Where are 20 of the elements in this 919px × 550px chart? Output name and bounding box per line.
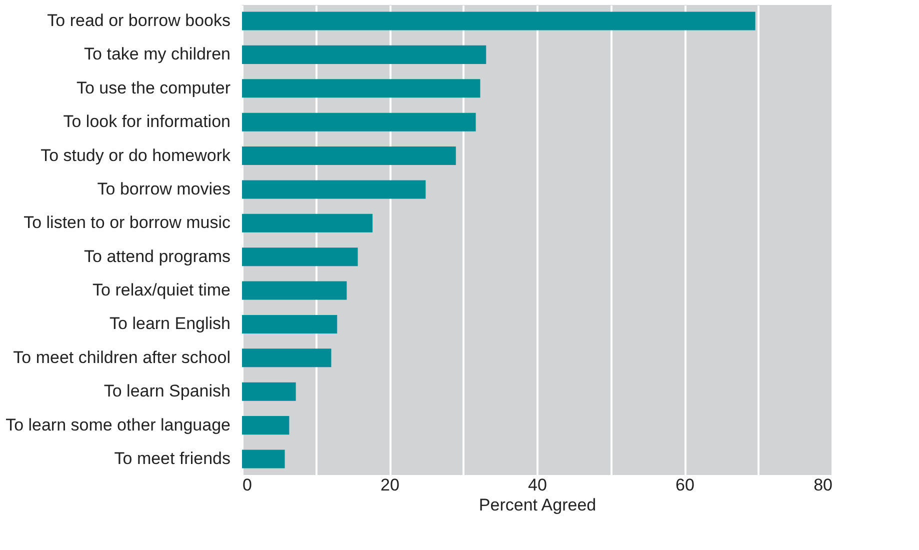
y-tick-label: To learn English xyxy=(110,314,230,334)
y-tick-label: To study or do homework xyxy=(40,146,231,165)
y-tick-label: To read or borrow books xyxy=(47,11,230,30)
y-tick-label: To relax/quiet time xyxy=(92,280,230,300)
y-tick-label: To take my children xyxy=(84,44,230,64)
x-tick-label: 40 xyxy=(528,476,547,494)
y-tick-label: To listen to or borrow music xyxy=(24,213,231,232)
y-tick-label: To attend programs xyxy=(84,246,230,266)
y-tick-label: To look for information xyxy=(63,112,230,132)
y-tick-label: To learn some other language xyxy=(6,415,230,434)
x-tick-label: 0 xyxy=(242,476,252,494)
y-tick-label: To use the computer xyxy=(76,78,231,98)
x-tick-label: 60 xyxy=(676,476,694,494)
y-tick-label: To meet friends xyxy=(114,448,230,468)
y-tick-label: To learn Spanish xyxy=(104,382,230,401)
x-tick-label: 80 xyxy=(814,476,832,494)
y-tick-label: To meet children after school xyxy=(13,348,230,367)
x-axis-title: Percent Agreed xyxy=(478,496,596,514)
y-tick-label: To borrow movies xyxy=(97,179,230,198)
x-tick-label: 20 xyxy=(380,476,400,494)
